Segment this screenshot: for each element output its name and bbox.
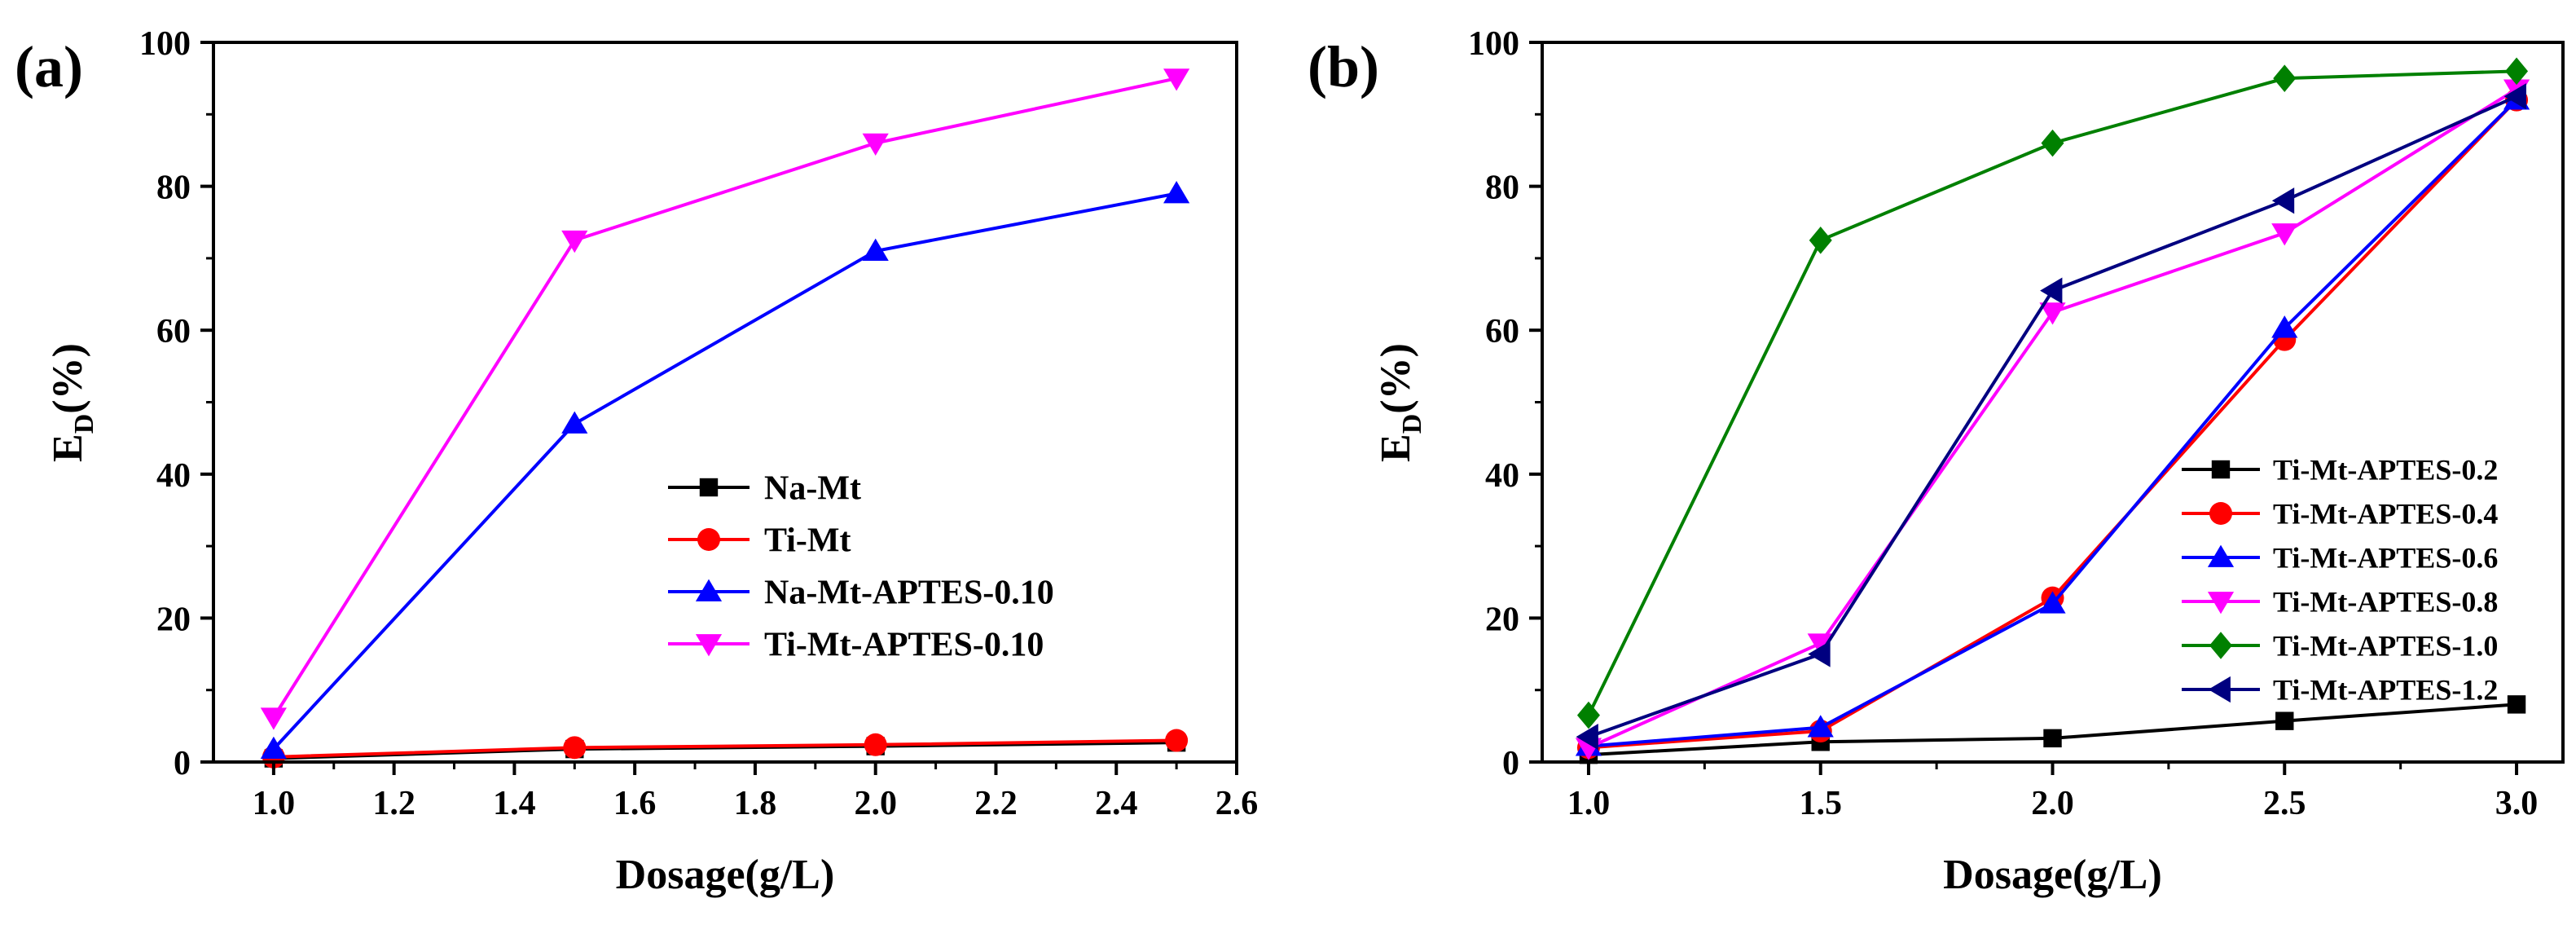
- x-tick-label-4: 1.6: [613, 785, 657, 822]
- legend-label-6: Ti-Mt-APTES-1.2: [2273, 674, 2498, 707]
- data-point-s3-2: [1807, 715, 1834, 738]
- y-axis-label: ED(%): [1373, 343, 1427, 462]
- y-tick-label-2: 20: [156, 601, 191, 638]
- legend-marker-3: [2207, 544, 2235, 567]
- data-point-s1-4: [2275, 711, 2294, 730]
- legend-marker-4: [695, 634, 723, 657]
- legend-marker-6: [2208, 676, 2231, 703]
- x-axis-label: Dosage(g/L): [616, 852, 835, 898]
- data-point-s4-4: [2271, 223, 2298, 246]
- legend-label-1: Na-Mt: [764, 470, 861, 508]
- x-tick-label-3: 1.4: [493, 785, 536, 822]
- series-line-2: [273, 738, 1177, 759]
- x-tick-label-8: 2.4: [1095, 785, 1138, 822]
- x-tick-label-1: 1.0: [1567, 785, 1611, 822]
- legend-marker-1: [2211, 460, 2231, 479]
- data-point-s3-3: [862, 238, 889, 261]
- y-tick-label-5: 80: [156, 170, 191, 207]
- data-point-s6-1: [1576, 723, 1598, 751]
- legend-label-4: Ti-Mt-APTES-0.8: [2273, 586, 2498, 619]
- data-point-s6-5: [2503, 83, 2526, 110]
- data-point-s4-3: [862, 133, 889, 156]
- data-point-s5-5: [2505, 57, 2529, 86]
- legend-label-1: Ti-Mt-APTES-0.2: [2273, 454, 2498, 487]
- data-point-s5-3: [2041, 129, 2064, 157]
- x-tick-label-9: 2.6: [1215, 785, 1259, 822]
- x-tick-label-1: 1.0: [253, 785, 296, 822]
- y-tick-label-6: 100: [1468, 25, 1519, 63]
- legend-marker-2: [2209, 502, 2232, 525]
- x-axis-label: Dosage(g/L): [1943, 852, 2162, 898]
- plot-frame: [212, 41, 1238, 764]
- y-tick-label-5: 80: [1485, 170, 1519, 207]
- legend-label-3: Ti-Mt-APTES-0.6: [2273, 542, 2498, 575]
- x-tick-label-6: 2.0: [854, 785, 897, 822]
- data-point-s2-4: [1165, 729, 1189, 752]
- legend: Na-Mt Ti-Mt Na-Mt-APTES-0.10 Ti-Mt-APTES-0.…: [668, 470, 1054, 664]
- data-point-s3-2: [561, 411, 588, 434]
- x-tick-label-4: 2.5: [2263, 785, 2306, 822]
- legend-label-5: Ti-Mt-APTES-1.0: [2273, 630, 2498, 663]
- data-point-s2-3: [864, 733, 887, 756]
- data-point-s4-2: [1807, 633, 1834, 656]
- data-point-s1-3: [2043, 729, 2062, 748]
- y-axis-label-subscript: D: [1397, 414, 1427, 434]
- data-point-s5-2: [1809, 227, 1832, 254]
- x-tick-label-5: 1.8: [734, 785, 777, 822]
- panel-a: (a) 1.0 1.2 1.4 1.6 1.8 2.0 2.2 2.4 2.6 0 20 40 60 80 1…: [15, 25, 1258, 898]
- data-point-s3-3: [2039, 591, 2066, 614]
- x-tick-label-3: 2.0: [2031, 785, 2074, 822]
- data-point-s5-4: [2273, 64, 2297, 92]
- data-point-s2-2: [563, 736, 587, 760]
- series-line-3: [272, 192, 1177, 751]
- data-point-s4-4: [1163, 68, 1190, 91]
- data-point-s6-3: [2040, 277, 2063, 304]
- y-axis-label-main: E: [45, 434, 91, 462]
- y-tick-label-6: 100: [139, 25, 191, 63]
- data-point-s6-4: [2271, 187, 2295, 214]
- legend-label-3: Na-Mt-APTES-0.10: [764, 575, 1054, 612]
- legend-marker-3: [695, 579, 723, 601]
- y-tick-label-4: 60: [156, 313, 191, 350]
- y-axis-label-unit: (%): [1373, 343, 1419, 414]
- legend-marker-1: [699, 478, 719, 497]
- legend-marker-5: [2209, 632, 2232, 659]
- legend-marker-2: [697, 528, 720, 551]
- x-tick-label-2: 1.5: [1799, 785, 1842, 822]
- data-point-s4-2: [561, 230, 588, 253]
- panel-label: (a): [15, 34, 83, 99]
- data-point-s3-1: [260, 736, 287, 760]
- y-tick-label-1: 0: [174, 745, 191, 782]
- data-point-s4-3: [2039, 302, 2066, 325]
- legend-label-2: Ti-Mt: [764, 522, 851, 560]
- legend-marker-4: [2207, 592, 2235, 614]
- y-tick-label-1: 0: [1502, 745, 1519, 782]
- legend-label-2: Ti-Mt-APTES-0.4: [2273, 498, 2498, 531]
- data-point-s3-4: [2271, 315, 2298, 338]
- panel-label: (b): [1308, 34, 1379, 99]
- panel-b: (b) 1.0 1.5 2.0 2.5 3.0 0 20 40 60 80 100 Dosage(g/L…: [1308, 25, 2565, 898]
- data-point-s5-1: [1576, 701, 1600, 729]
- x-tick-label-2: 1.2: [372, 785, 415, 822]
- legend: Ti-Mt-APTES-0.2 Ti-Mt-APTES-0.4 Ti-Mt-APTE…: [2182, 454, 2498, 707]
- legend-label-4: Ti-Mt-APTES-0.10: [764, 627, 1044, 664]
- y-axis-label-subscript: D: [69, 414, 99, 434]
- data-point-s6-2: [1808, 641, 1831, 667]
- data-point-s3-4: [1163, 181, 1190, 204]
- x-tick-label-5: 3.0: [2495, 785, 2539, 822]
- series-line-4: [272, 77, 1177, 719]
- data-point-s1-5: [2507, 695, 2526, 714]
- x-tick-label-7: 2.2: [974, 785, 1018, 822]
- y-axis-label-unit: (%): [45, 343, 91, 414]
- y-tick-label-4: 60: [1485, 313, 1519, 350]
- y-tick-label-3: 40: [1485, 457, 1519, 495]
- y-tick-label-3: 40: [156, 457, 191, 495]
- y-axis-label: ED(%): [45, 343, 99, 462]
- y-tick-label-2: 20: [1485, 601, 1519, 638]
- y-axis-label-main: E: [1373, 434, 1419, 462]
- data-point-s4-1: [260, 707, 287, 730]
- series-line-5: [1587, 69, 2517, 716]
